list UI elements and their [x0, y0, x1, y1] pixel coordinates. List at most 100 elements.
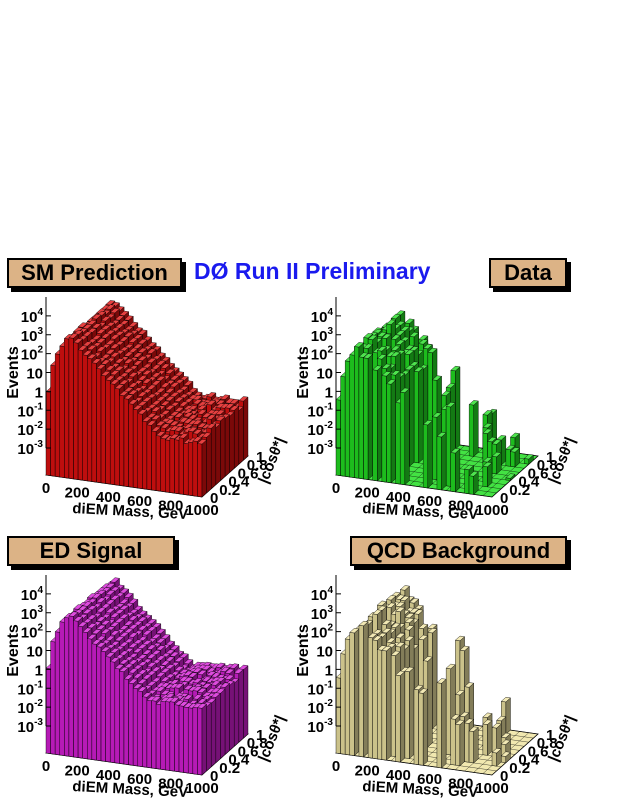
bar: [349, 628, 360, 757]
bar: [436, 432, 447, 491]
y-tick-label: 0: [210, 490, 218, 507]
bar: [196, 703, 208, 776]
y-tick-label: 0.2: [219, 482, 240, 499]
bar: [363, 353, 374, 480]
z-tick-label: 10-1: [17, 679, 43, 698]
bar: [454, 719, 465, 767]
bar: [468, 400, 479, 457]
panel-title: QCD Background: [350, 536, 567, 566]
x-tick-label: 400: [96, 767, 121, 784]
bar: [491, 748, 502, 767]
panel-title: ED Signal: [7, 536, 175, 566]
y-tick-label: 0: [210, 768, 218, 785]
x-tick-label: 400: [96, 489, 121, 506]
z-tick-label: 10-1: [307, 401, 333, 420]
z-tick-label: 102: [21, 345, 44, 364]
z-tick-label: 10-2: [307, 698, 333, 717]
z-tick-label: 103: [21, 604, 44, 623]
y-tick-label: 0.4: [228, 752, 250, 769]
z-tick-label: 10-2: [307, 420, 333, 439]
bars: [335, 585, 511, 769]
z-tick-label: 10: [316, 644, 333, 661]
bar: [404, 666, 415, 760]
x-tick-label: 600: [417, 493, 442, 510]
y-tick-label: 0.2: [509, 760, 530, 777]
bars: [335, 310, 534, 495]
y-axis: 0 0.20.40.60.81|cosθ*|: [500, 435, 579, 507]
y-tick-label: 0.6: [528, 743, 549, 760]
bar: [196, 439, 208, 498]
y-tick-label: 0.8: [537, 457, 558, 474]
x-tick-label: 800: [158, 776, 183, 793]
y-tick-label: 1: [256, 727, 264, 744]
x-tick-label: 200: [65, 484, 90, 501]
panel-title: SM Prediction: [7, 258, 182, 288]
z-tick-label: 103: [21, 326, 44, 345]
y-tick-label: 0.4: [518, 752, 540, 769]
x-tick-label: 600: [127, 493, 152, 510]
x-tick-label: 1000: [185, 780, 218, 797]
z-tick-label: 10-1: [17, 401, 43, 420]
bar: [468, 471, 479, 495]
bars: [45, 577, 249, 776]
z-axis-label: Events: [295, 624, 312, 677]
z-axis-label: Events: [5, 346, 22, 399]
z-tick-label: 104: [311, 307, 334, 326]
x-tick-label: 1000: [185, 502, 218, 519]
z-tick-label: 102: [21, 623, 44, 642]
x-tick-label: 0: [332, 758, 340, 775]
bar: [358, 620, 369, 758]
z-tick-label: 10-2: [17, 698, 43, 717]
y-tick-label: 0.4: [228, 474, 250, 491]
x-tick-label: 200: [355, 762, 380, 779]
z-tick-label: 102: [311, 345, 334, 364]
z-tick-label: 10: [26, 644, 43, 661]
x-axis-label: diEM Mass, GeV: [362, 778, 479, 798]
x-tick-label: 0: [42, 758, 50, 775]
x-tick-label: 600: [417, 771, 442, 788]
y-tick-label: 0.8: [247, 457, 268, 474]
bars: [45, 300, 249, 498]
bar: [436, 678, 447, 769]
x-tick-label: 800: [448, 498, 473, 515]
z-tick-label: 10: [26, 366, 43, 383]
z-tick-label: 1: [325, 384, 333, 401]
x-tick-label: 800: [448, 776, 473, 793]
x-tick-label: 200: [355, 484, 380, 501]
x-tick-label: 1000: [475, 502, 508, 519]
z-tick-label: 1: [35, 384, 43, 401]
y-tick-label: 0.6: [238, 465, 259, 482]
bar: [422, 420, 433, 489]
z-tick-label: 10-3: [17, 439, 43, 458]
bar: [482, 719, 493, 756]
y-tick-label: 0.4: [518, 474, 540, 491]
bar: [482, 461, 493, 488]
z-tick-label: 10-3: [307, 717, 333, 736]
x-axis-label: diEM Mass, GeV: [72, 778, 189, 798]
bar: [509, 447, 521, 468]
bar: [386, 379, 397, 484]
z-tick-label: 10: [316, 366, 333, 383]
x-tick-label: 800: [158, 498, 183, 515]
x-tick-label: 400: [386, 767, 411, 784]
x-tick-label: 0: [42, 480, 50, 497]
bar: [468, 726, 479, 764]
x-tick-label: 200: [65, 762, 90, 779]
z-tick-label: 1: [35, 662, 43, 679]
z-axis-label: Events: [5, 624, 22, 677]
z-tick-label: 104: [21, 307, 44, 326]
y-tick-label: 0.6: [528, 465, 549, 482]
y-tick-label: 1: [256, 449, 264, 466]
bar: [381, 646, 392, 761]
x-tick-label: 400: [386, 489, 411, 506]
bar: [505, 473, 516, 482]
x-axis-label: diEM Mass, GeV: [362, 500, 479, 520]
bar: [491, 723, 502, 753]
bar: [491, 451, 502, 475]
